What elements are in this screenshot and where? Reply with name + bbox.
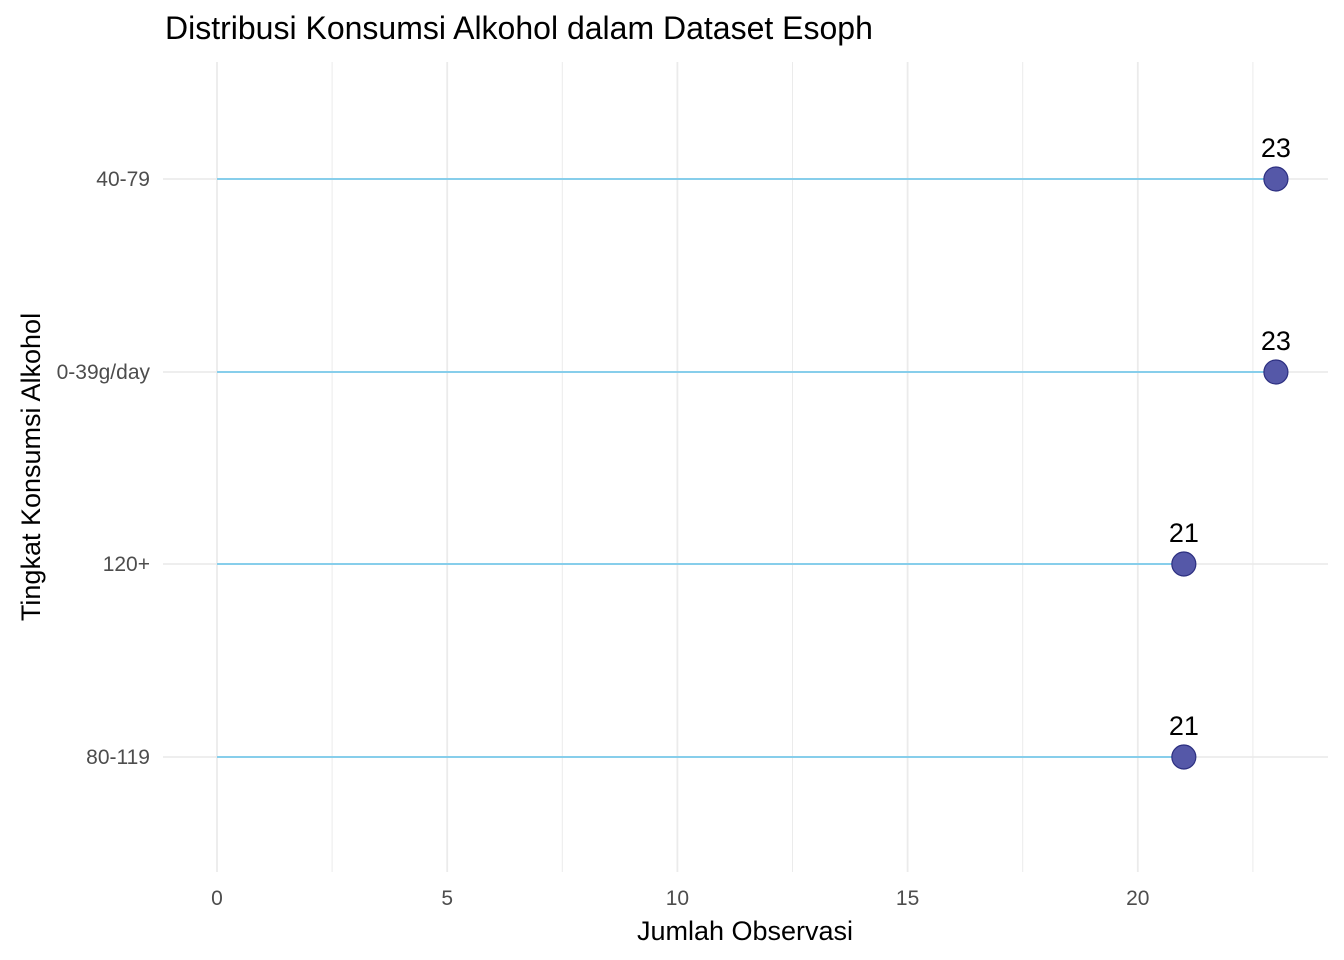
y-tick-label: 120+ [103, 553, 150, 576]
x-tick-labels: 0 5 10 15 20 [211, 887, 1149, 910]
y-tick-label: 0-39g/day [57, 361, 151, 384]
data-point [1171, 744, 1197, 770]
data-point [1263, 166, 1289, 192]
x-tick-label: 0 [211, 887, 223, 910]
y-tick-label: 80-119 [86, 746, 150, 769]
y-axis-title: Tingkat Konsumsi Alkohol [16, 313, 46, 621]
x-tick-label: 10 [666, 887, 689, 910]
y-tick-label: 40-79 [96, 168, 150, 191]
data-label: 21 [1169, 518, 1199, 548]
x-tick-label: 5 [441, 887, 453, 910]
data-label: 23 [1261, 133, 1291, 163]
data-labels: 23 23 21 21 [1169, 133, 1291, 741]
data-point [1171, 551, 1197, 577]
grid [163, 62, 1328, 872]
stems [217, 178, 1276, 758]
y-tick-labels: 40-79 0-39g/day 120+ 80-119 [57, 168, 151, 769]
x-axis-title: Jumlah Observasi [637, 916, 853, 946]
x-tick-label: 20 [1126, 887, 1149, 910]
points [1171, 166, 1289, 770]
chart-title: Distribusi Konsumsi Alkohol dalam Datase… [165, 10, 873, 46]
data-label: 23 [1261, 326, 1291, 356]
data-label: 21 [1169, 711, 1199, 741]
x-tick-label: 15 [896, 887, 919, 910]
data-point [1263, 359, 1289, 385]
